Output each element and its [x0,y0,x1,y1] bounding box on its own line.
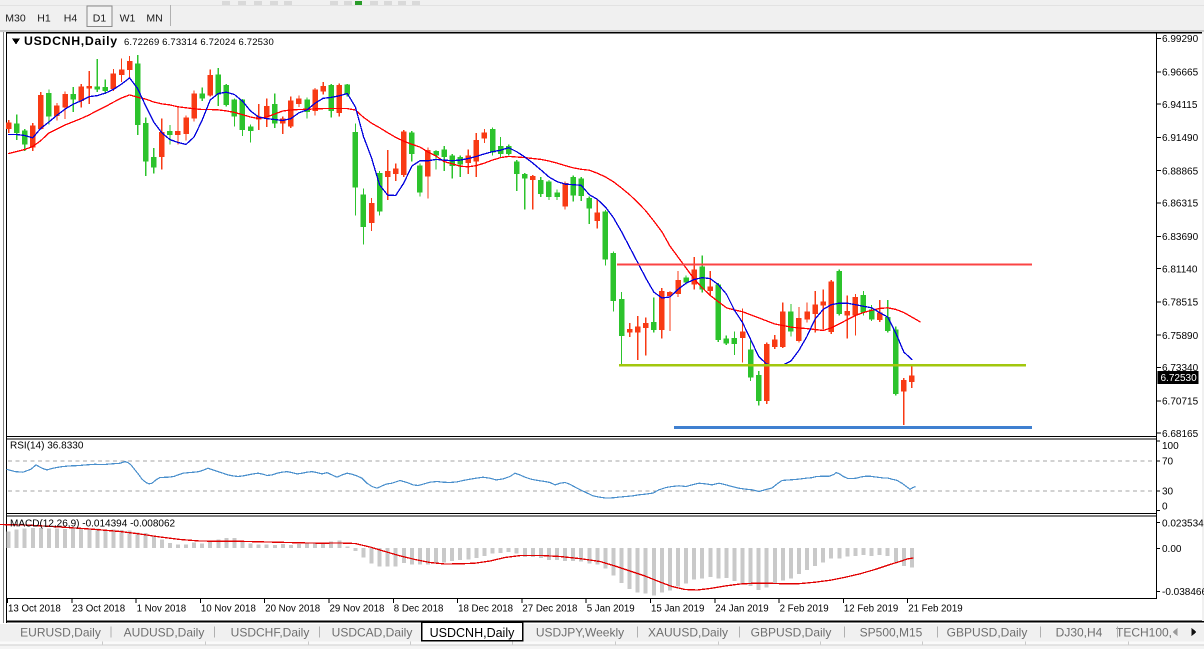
svg-text:12 Feb 2019: 12 Feb 2019 [844,604,898,615]
svg-text:23 Oct 2018: 23 Oct 2018 [72,604,125,615]
svg-text:10 Nov 2018: 10 Nov 2018 [201,604,256,615]
svg-text:W1: W1 [120,13,136,25]
svg-text:USDCAD,Daily: USDCAD,Daily [332,626,413,640]
svg-text:5 Jan 2019: 5 Jan 2019 [587,604,635,615]
svg-text:6.72530: 6.72530 [1161,373,1198,384]
svg-text:MACD(12,26,9) -0.014394 -0.008: MACD(12,26,9) -0.014394 -0.008062 [10,519,176,530]
svg-text:27 Dec 2018: 27 Dec 2018 [522,604,577,615]
svg-text:MN: MN [146,13,162,25]
svg-text:29 Nov 2018: 29 Nov 2018 [330,604,385,615]
svg-text:USDCHF,Daily: USDCHF,Daily [231,626,310,640]
svg-text:6.83690: 6.83690 [1162,232,1199,243]
svg-text:6.96665: 6.96665 [1162,68,1199,79]
svg-text:6.81140: 6.81140 [1162,264,1198,275]
svg-text:2 Feb 2019: 2 Feb 2019 [780,604,829,615]
svg-text:-0.038466: -0.038466 [1162,587,1204,598]
svg-text:1 Nov 2018: 1 Nov 2018 [137,604,187,615]
svg-text:0.023534: 0.023534 [1162,518,1204,529]
svg-text:8 Dec 2018: 8 Dec 2018 [394,604,444,615]
svg-text:GBPUSD,Daily: GBPUSD,Daily [947,626,1028,640]
svg-text:H4: H4 [64,13,78,25]
svg-text:H1: H1 [37,13,51,25]
svg-text:6.78515: 6.78515 [1162,298,1199,309]
svg-text:SP500,M15: SP500,M15 [860,626,923,640]
svg-text:13 Oct 2018: 13 Oct 2018 [8,604,61,615]
svg-text:USDJPY,Weekly: USDJPY,Weekly [536,626,624,640]
svg-text:6.68165: 6.68165 [1162,429,1199,440]
svg-text:D1: D1 [93,13,107,25]
svg-text:6.91490: 6.91490 [1162,133,1199,144]
svg-text:M30: M30 [5,13,26,25]
svg-text:30: 30 [1162,487,1174,498]
svg-text:100: 100 [1162,441,1179,452]
svg-text:6.72269 6.73314 6.72024 6.7253: 6.72269 6.73314 6.72024 6.72530 [124,37,274,48]
svg-text:EURUSD,Daily: EURUSD,Daily [20,626,101,640]
svg-text:20 Nov 2018: 20 Nov 2018 [265,604,320,615]
svg-text:6.86315: 6.86315 [1162,199,1199,210]
svg-text:18 Dec 2018: 18 Dec 2018 [458,604,513,615]
svg-text:6.99290: 6.99290 [1162,34,1199,45]
svg-text:6.73340: 6.73340 [1162,363,1199,374]
svg-text:15 Jan 2019: 15 Jan 2019 [651,604,704,615]
svg-text:0: 0 [1162,501,1168,512]
svg-text:DJ30,H4: DJ30,H4 [1056,626,1103,640]
svg-text:XAUUSD,Daily: XAUUSD,Daily [648,626,728,640]
svg-text:TECH100,: TECH100, [1116,626,1172,640]
svg-text:6.88865: 6.88865 [1162,166,1199,177]
svg-text:6.75890: 6.75890 [1162,331,1199,342]
svg-text:AUDUSD,Daily: AUDUSD,Daily [124,626,205,640]
svg-text:USDCNH,Daily: USDCNH,Daily [430,626,515,640]
svg-text:6.70715: 6.70715 [1162,397,1199,408]
svg-text:0.00: 0.00 [1162,544,1182,555]
svg-text:21 Feb 2019: 21 Feb 2019 [908,604,962,615]
svg-text:70: 70 [1162,457,1174,468]
svg-text:RSI(14) 36.8330: RSI(14) 36.8330 [10,440,84,451]
svg-text:USDCNH,Daily: USDCNH,Daily [24,34,118,48]
svg-text:GBPUSD,Daily: GBPUSD,Daily [751,626,832,640]
svg-text:6.94115: 6.94115 [1162,100,1198,111]
svg-text:24 Jan 2019: 24 Jan 2019 [715,604,768,615]
